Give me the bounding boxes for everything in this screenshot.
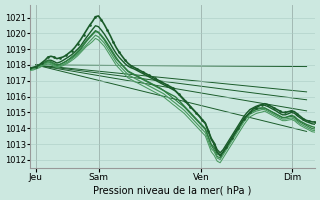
X-axis label: Pression niveau de la mer( hPa ): Pression niveau de la mer( hPa ) bbox=[93, 185, 252, 195]
